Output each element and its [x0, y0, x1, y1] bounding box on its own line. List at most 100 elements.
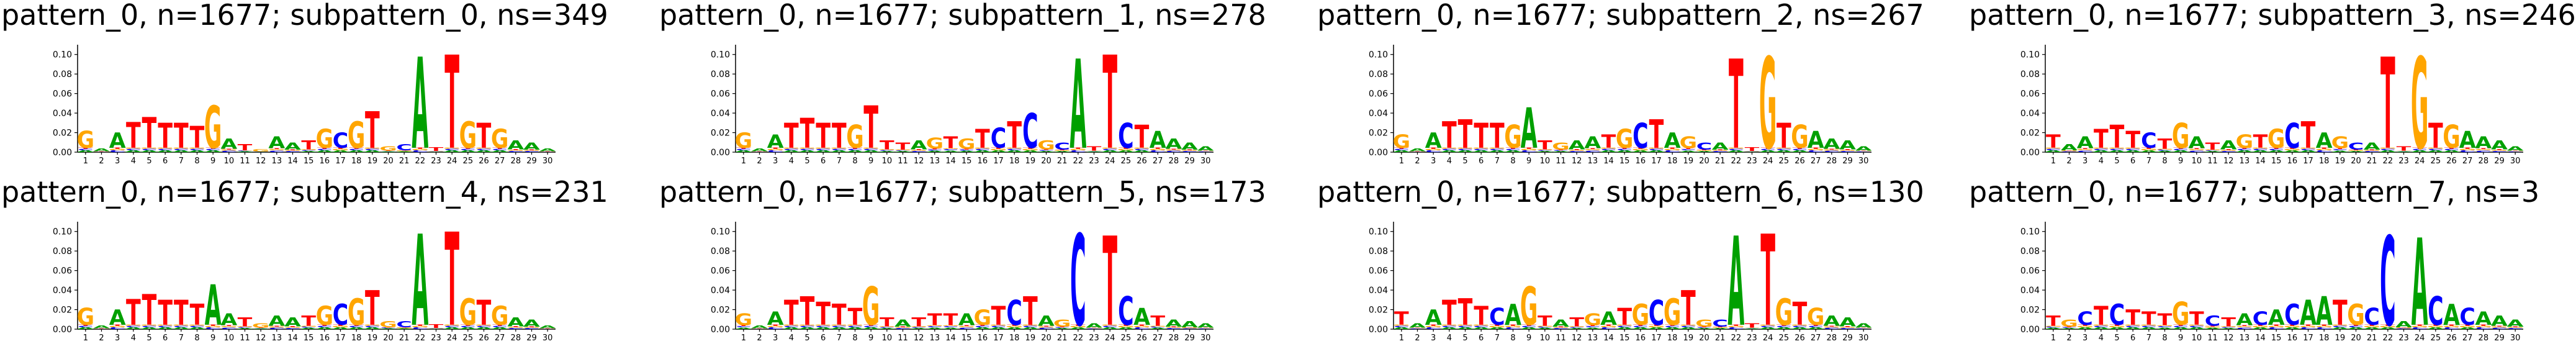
logo-letter-t: T [1649, 324, 1664, 326]
logo-letter-t: T [1569, 149, 1584, 150]
x-tick-label: 16 [978, 334, 988, 343]
x-tick-label: 12 [914, 157, 924, 166]
logo-letter-a: A [412, 33, 428, 178]
logo-letter-g: G [2411, 325, 2429, 328]
logo-letter-g: G [1600, 325, 1618, 328]
logo-letter-g: G [1037, 326, 1055, 328]
x-tick-label: 13 [1588, 157, 1598, 166]
logo-letter-c: C [1760, 148, 1775, 151]
y-tick-label: 0.06 [2020, 266, 2040, 276]
logo-letter-a: A [77, 327, 94, 330]
logo-letter-a: A [459, 150, 477, 153]
logo-letter-t: T [413, 147, 428, 149]
logo-letter-g: G [1759, 33, 1777, 178]
logo-letter-t: T [190, 298, 205, 332]
logo-letter-g: G [1695, 150, 1713, 152]
x-tick-label: 7 [837, 334, 842, 343]
logo-letter-g: G [443, 324, 461, 326]
logo-letter-a: A [1409, 322, 1426, 329]
logo-letter-t: T [2158, 136, 2173, 152]
x-tick-label: 3 [2083, 157, 2087, 166]
logo-letter-c: C [189, 325, 205, 328]
logo-letter-c: C [109, 150, 125, 153]
logo-letter-t: T [381, 150, 396, 151]
logo-letter-g: G [2108, 325, 2126, 328]
logo-letter-g: G [2443, 325, 2461, 328]
logo-letter-t: T [349, 324, 364, 326]
logo-letter-a: A [1181, 141, 1198, 152]
logo-letter-g: G [2045, 147, 2062, 149]
x-tick-label: 5 [1462, 157, 1467, 166]
logo-letter-g: G [2411, 33, 2428, 178]
logo-letter-a: A [1712, 328, 1729, 330]
x-tick-label: 26 [1795, 334, 1805, 343]
logo-letter-c: C [1776, 325, 1791, 328]
x-tick-label: 18 [1009, 334, 1020, 343]
logo-letter-t: T [2412, 147, 2427, 149]
y-tick-label: 0.10 [53, 50, 72, 60]
logo-letter-c: C [1006, 293, 1022, 334]
logo-letter-g: G [1823, 149, 1841, 151]
logo-letter-a: A [1441, 327, 1458, 330]
logo-letter-t: T [94, 328, 109, 329]
logo-letter-c: C [958, 327, 974, 330]
logo-letter-c: C [428, 328, 444, 329]
logo-letter-a: A [157, 327, 174, 330]
x-tick-label: 6 [2130, 157, 2135, 166]
logo-letter-c: C [2459, 303, 2475, 331]
logo-letter-a: A [1791, 150, 1809, 153]
logo-letter-a: A [1791, 327, 1809, 330]
logo-letter-a: A [1425, 306, 1443, 330]
logo-letter-t: T [2476, 324, 2491, 326]
x-tick-label: 5 [146, 157, 151, 166]
logo-letter-a: A [1600, 150, 1618, 153]
x-tick-label: 7 [1495, 157, 1500, 166]
logo-letter-a: A [2427, 150, 2444, 153]
x-tick-label: 17 [1651, 334, 1662, 343]
logo-letter-t: T [174, 293, 189, 334]
logo-letter-c: C [2045, 326, 2061, 328]
logo-letter-a: A [1584, 327, 1601, 330]
logo-letter-g: G [1022, 324, 1039, 326]
logo-letter-c: C [333, 129, 348, 153]
x-tick-label: 1 [1399, 334, 1404, 343]
logo-letter-t: T [1039, 149, 1054, 150]
logo-letter-g: G [236, 326, 254, 327]
x-tick-label: 16 [1636, 157, 1646, 166]
logo-letter-a: A [1488, 327, 1506, 330]
logo-letter-a: A [1473, 150, 1490, 153]
logo-letter-c: C [1150, 150, 1165, 153]
x-tick-label: 7 [2146, 334, 2151, 343]
logo-letter-t: T [736, 147, 751, 149]
logo-letter-t: T [413, 324, 428, 326]
logo-letter-a: A [1505, 298, 1521, 332]
x-tick-label: 20 [383, 334, 394, 343]
x-tick-label: 17 [2303, 334, 2313, 343]
logo-letter-t: T [1793, 147, 1808, 149]
logo-letter-c: C [831, 148, 847, 151]
logo-letter-a: A [109, 306, 127, 330]
logo-letter-g: G [974, 306, 991, 330]
logo-letter-t: T [848, 303, 863, 331]
logo-letter-t: T [365, 281, 380, 337]
logo-letter-c: C [125, 148, 141, 151]
logo-letter-c: C [975, 148, 990, 151]
x-tick-label: 22 [1731, 157, 1742, 166]
logo-letter-c: C [1473, 148, 1488, 151]
logo-letter-c: C [492, 148, 507, 151]
logo-letter-t: T [1665, 324, 1680, 326]
logo-letter-t: T [1777, 116, 1791, 157]
logo-letter-c: C [157, 325, 173, 328]
y-tick-label: 0.04 [53, 109, 72, 119]
logo-letter-g: G [188, 147, 205, 149]
logo-letter-a: A [444, 327, 461, 330]
x-tick-label: 3 [773, 157, 778, 166]
logo-letter-t: T [78, 147, 93, 149]
x-tick-label: 27 [2462, 334, 2473, 343]
logo-letter-c: C [767, 150, 783, 153]
logo-letter-g: G [173, 147, 190, 149]
x-tick-label: 30 [1200, 334, 1211, 343]
x-tick-label: 21 [1057, 157, 1068, 166]
logo-letter-g: G [2443, 119, 2461, 155]
logo-letter-a: A [1197, 322, 1214, 329]
